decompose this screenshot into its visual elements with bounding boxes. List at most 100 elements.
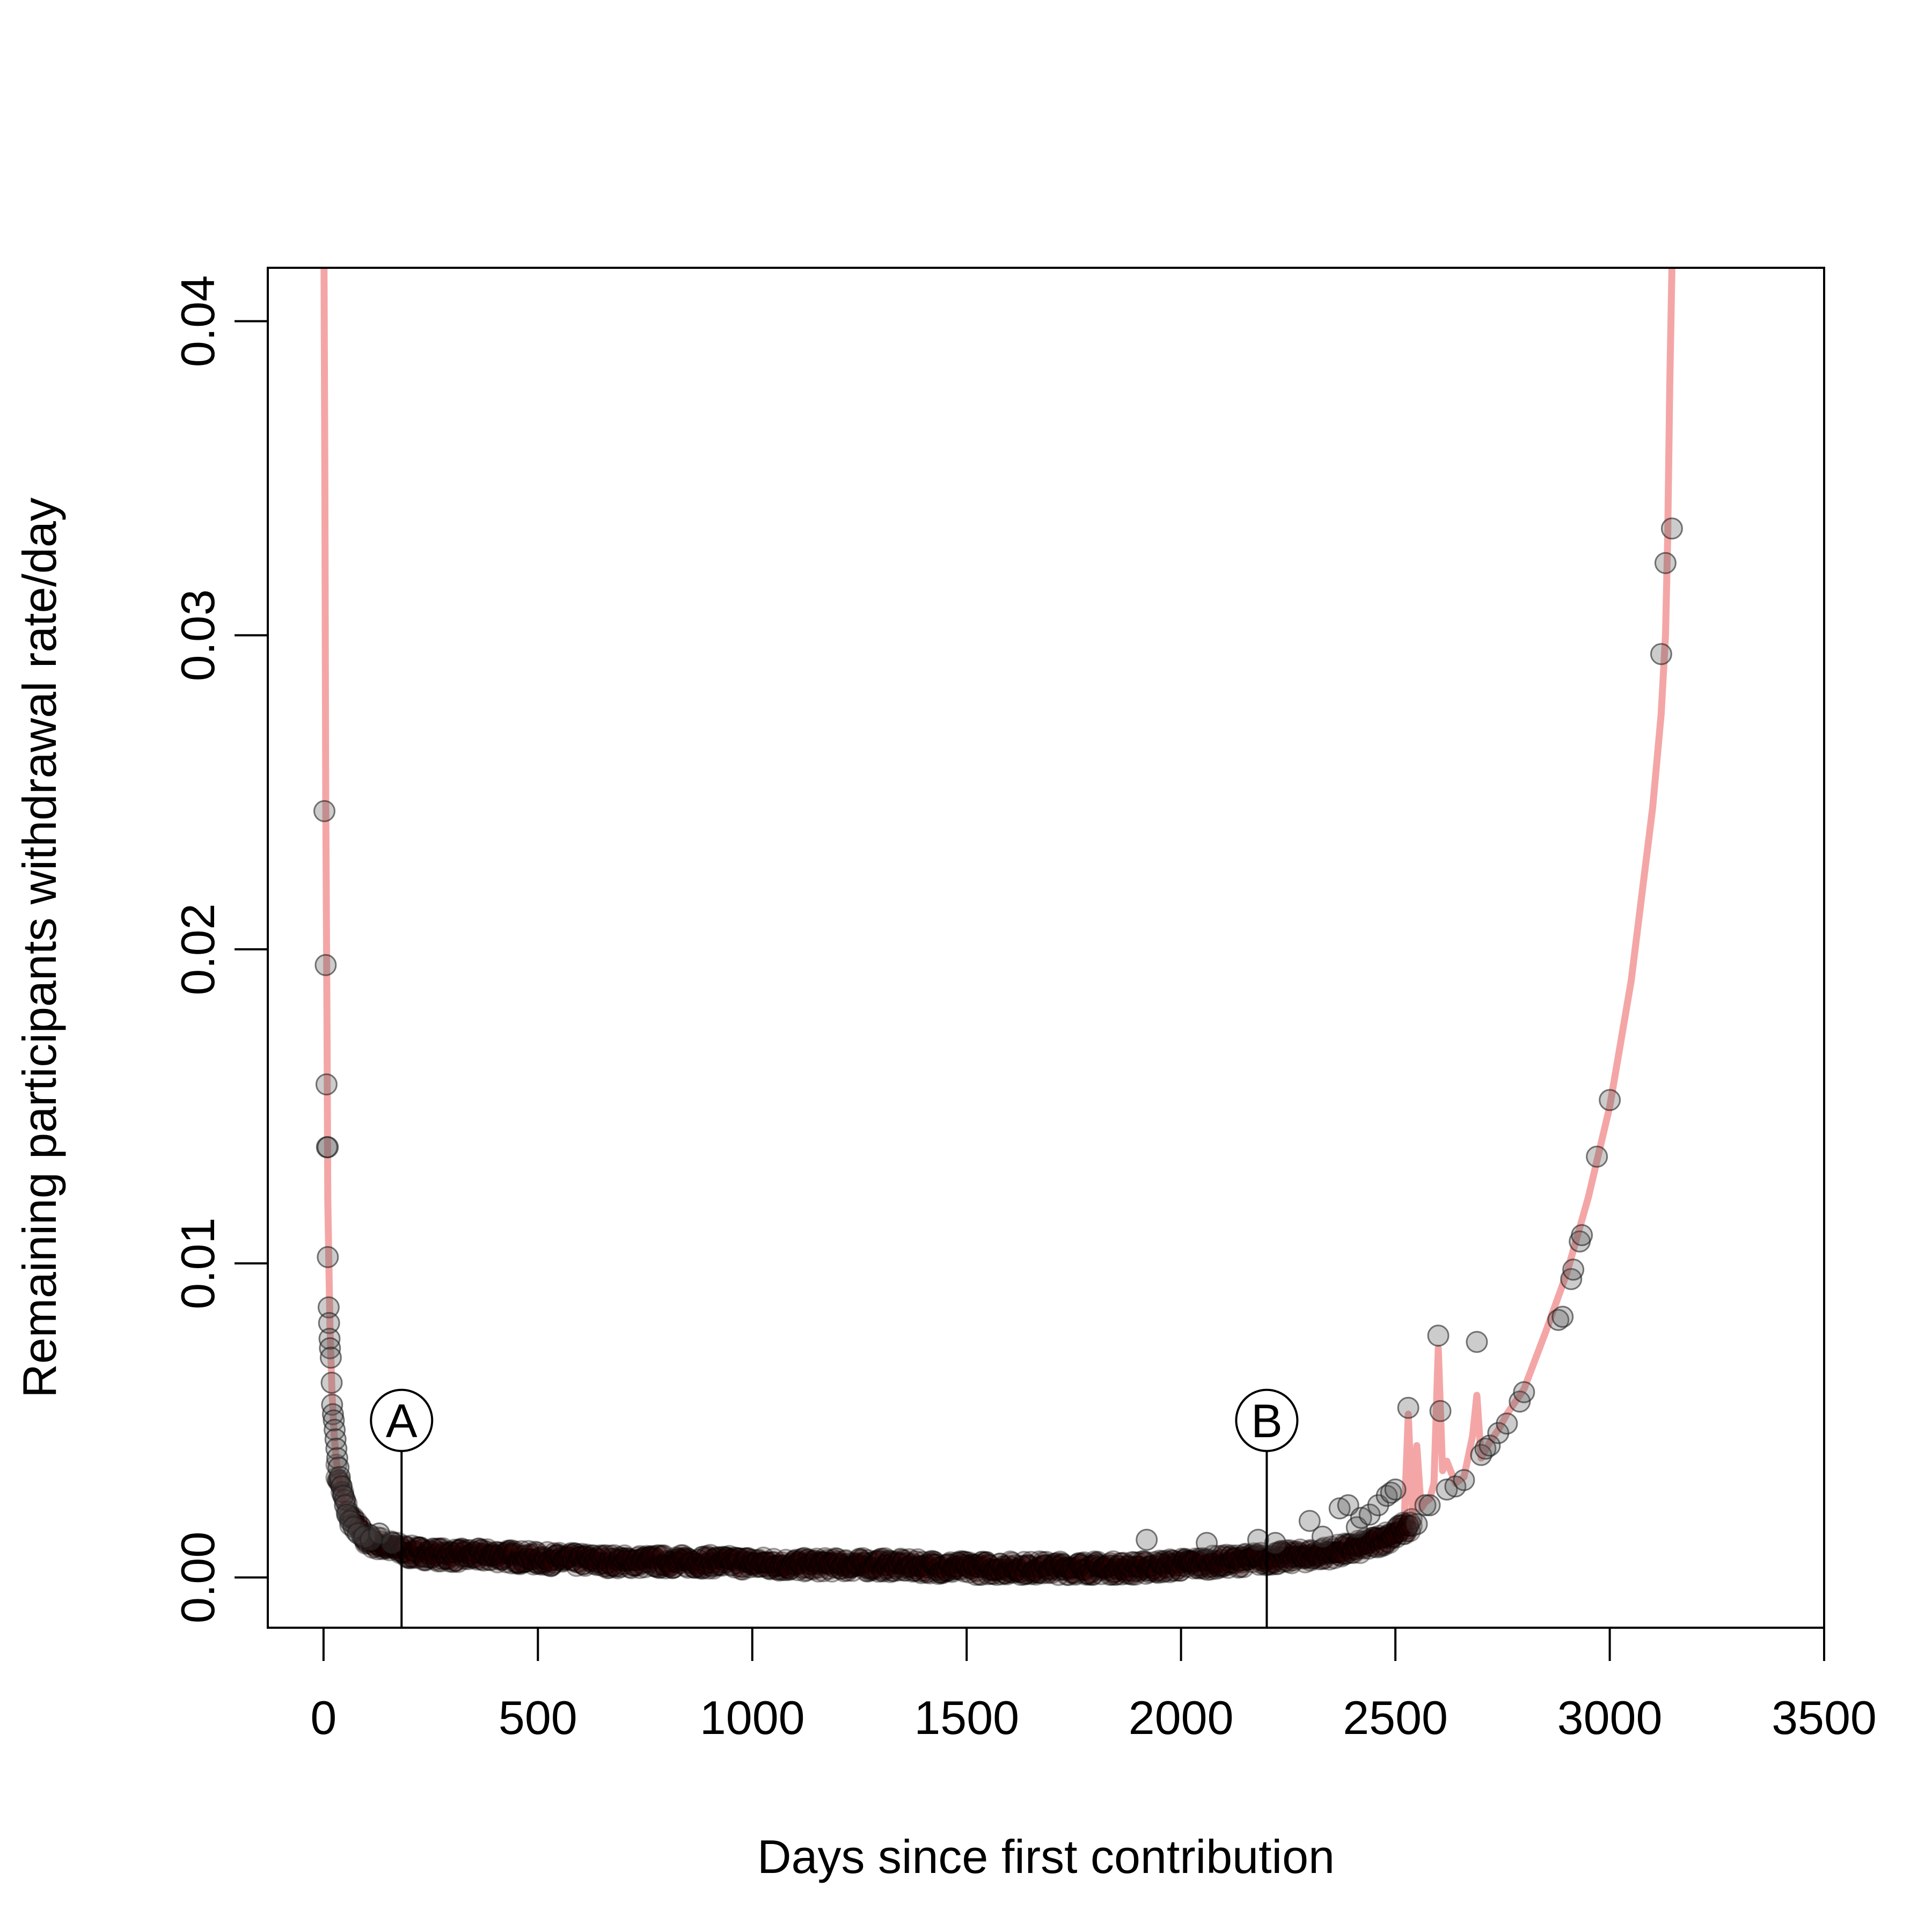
data-point bbox=[1280, 1552, 1303, 1575]
data-point bbox=[546, 1543, 569, 1565]
data-point bbox=[404, 1540, 427, 1563]
data-point bbox=[829, 1557, 852, 1580]
data-point bbox=[1203, 1550, 1226, 1572]
data-point bbox=[1078, 1563, 1101, 1586]
data-point bbox=[1352, 1537, 1375, 1560]
data-point bbox=[835, 1550, 857, 1572]
data-point bbox=[953, 1561, 975, 1583]
data-point bbox=[1090, 1563, 1113, 1585]
data-point bbox=[942, 1556, 965, 1578]
data-point bbox=[1170, 1547, 1193, 1570]
data-point bbox=[1205, 1557, 1227, 1580]
data-point bbox=[507, 1552, 530, 1575]
data-point bbox=[852, 1552, 874, 1574]
data-point bbox=[1298, 1510, 1321, 1532]
data-point bbox=[960, 1557, 982, 1580]
data-point bbox=[1287, 1541, 1310, 1563]
data-point bbox=[1092, 1556, 1114, 1579]
data-point bbox=[522, 1551, 545, 1574]
data-point bbox=[806, 1547, 828, 1570]
data-point bbox=[1552, 1306, 1574, 1328]
data-point bbox=[603, 1547, 625, 1570]
data-point bbox=[665, 1551, 687, 1574]
data-point bbox=[1177, 1549, 1200, 1572]
data-point bbox=[696, 1545, 718, 1567]
data-point bbox=[742, 1552, 764, 1574]
data-point bbox=[949, 1558, 972, 1581]
data-point bbox=[421, 1538, 444, 1560]
data-point bbox=[899, 1554, 922, 1577]
data-point bbox=[951, 1550, 974, 1573]
data-point bbox=[628, 1557, 651, 1579]
data-point bbox=[509, 1553, 531, 1576]
data-point bbox=[674, 1549, 696, 1571]
data-point bbox=[1195, 1547, 1217, 1570]
data-point bbox=[1140, 1555, 1162, 1577]
data-point bbox=[1160, 1560, 1183, 1582]
data-point bbox=[1325, 1541, 1348, 1563]
data-point bbox=[1330, 1545, 1352, 1568]
data-point bbox=[1406, 1513, 1428, 1535]
data-point bbox=[1080, 1554, 1102, 1577]
x-tick-label: 1000 bbox=[700, 1691, 805, 1744]
data-point bbox=[716, 1547, 738, 1569]
data-point bbox=[1349, 1542, 1372, 1564]
data-point bbox=[963, 1555, 986, 1578]
data-point bbox=[733, 1547, 756, 1570]
data-point bbox=[968, 1563, 991, 1586]
data-point bbox=[459, 1543, 481, 1566]
data-point bbox=[624, 1554, 646, 1577]
data-point bbox=[485, 1546, 507, 1569]
data-point bbox=[1220, 1552, 1243, 1574]
data-point bbox=[882, 1560, 905, 1583]
data-point bbox=[449, 1539, 471, 1562]
data-point bbox=[445, 1542, 467, 1564]
data-point bbox=[1083, 1554, 1106, 1577]
plot-frame bbox=[267, 267, 1825, 1629]
data-point bbox=[1397, 1396, 1419, 1419]
data-point bbox=[1070, 1553, 1092, 1576]
data-point bbox=[1311, 1548, 1334, 1570]
data-point bbox=[750, 1551, 773, 1574]
data-point bbox=[565, 1551, 588, 1574]
data-point bbox=[1562, 1258, 1585, 1281]
data-point bbox=[831, 1554, 853, 1577]
data-point bbox=[810, 1551, 833, 1574]
data-point bbox=[1148, 1549, 1171, 1572]
data-point bbox=[1153, 1549, 1176, 1572]
data-point bbox=[577, 1547, 600, 1570]
data-point bbox=[895, 1560, 917, 1582]
data-point bbox=[1066, 1553, 1088, 1576]
data-point bbox=[1097, 1559, 1119, 1582]
data-point bbox=[406, 1547, 428, 1569]
data-point bbox=[788, 1550, 811, 1573]
data-point bbox=[965, 1564, 987, 1586]
data-point bbox=[998, 1555, 1020, 1577]
data-point bbox=[778, 1557, 800, 1580]
data-point bbox=[564, 1542, 586, 1565]
data-point bbox=[1311, 1525, 1334, 1548]
data-point bbox=[1166, 1555, 1188, 1577]
data-point bbox=[531, 1552, 553, 1575]
data-point bbox=[1073, 1558, 1095, 1581]
data-point bbox=[776, 1556, 799, 1579]
data-point bbox=[1209, 1555, 1231, 1577]
data-point bbox=[1275, 1549, 1298, 1572]
data-point bbox=[1258, 1548, 1280, 1570]
data-point bbox=[987, 1558, 1009, 1580]
data-point bbox=[806, 1553, 828, 1575]
annotation-a-label: A bbox=[386, 1394, 418, 1447]
data-point bbox=[574, 1545, 596, 1568]
data-point bbox=[384, 1535, 406, 1557]
data-point bbox=[660, 1554, 682, 1577]
data-point bbox=[877, 1549, 900, 1572]
data-point bbox=[744, 1552, 766, 1575]
data-point bbox=[1001, 1552, 1023, 1574]
data-point bbox=[972, 1550, 994, 1573]
data-point bbox=[701, 1549, 723, 1571]
data-point bbox=[411, 1545, 434, 1568]
data-point bbox=[1381, 1526, 1404, 1548]
data-point bbox=[442, 1544, 464, 1567]
data-point bbox=[946, 1551, 969, 1574]
data-point bbox=[896, 1556, 919, 1578]
